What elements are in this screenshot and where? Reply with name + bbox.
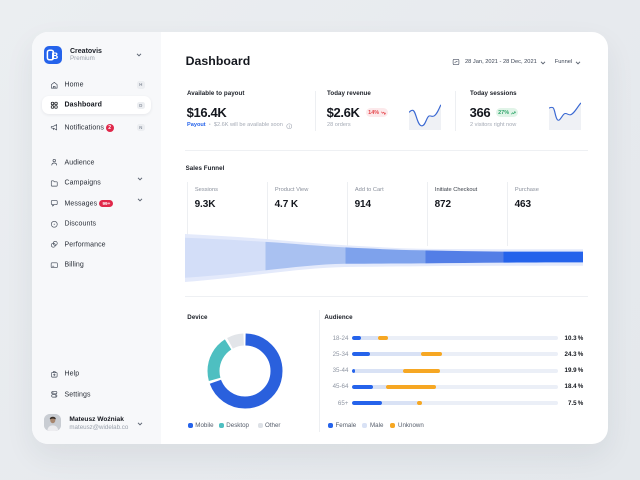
svg-text:B: B [51,51,58,62]
